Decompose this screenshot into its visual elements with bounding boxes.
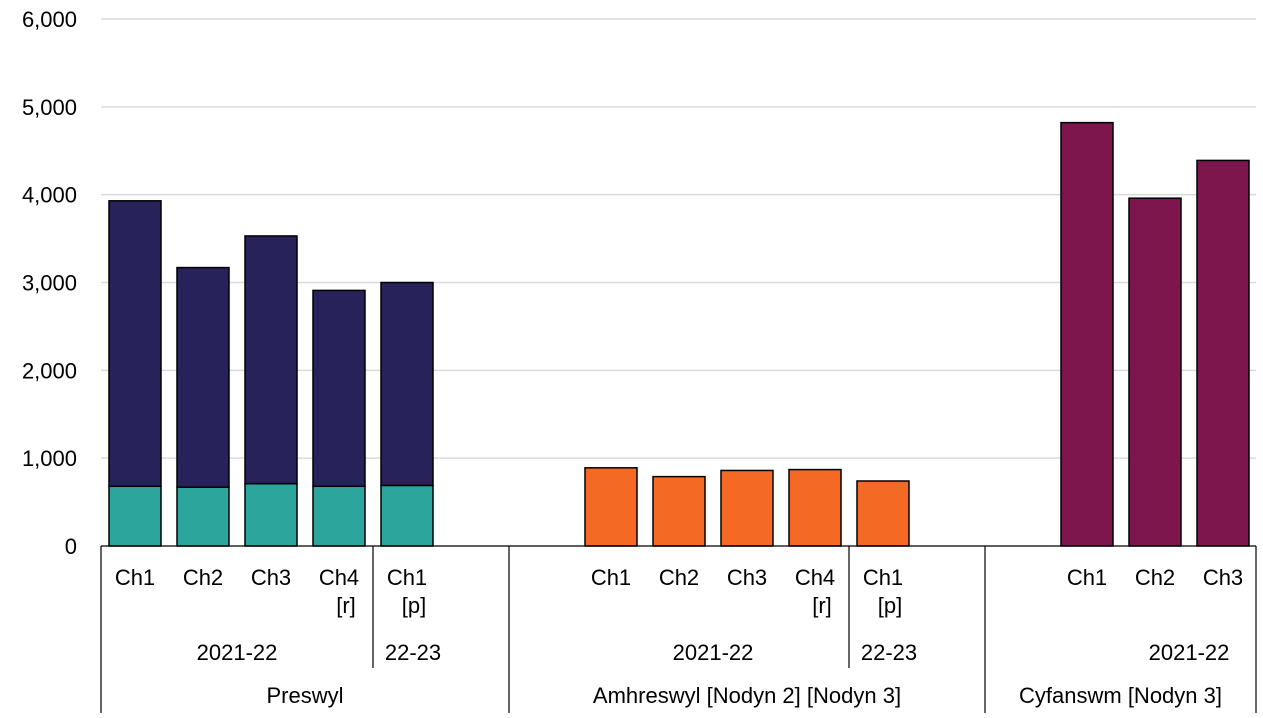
x-period-label: 22-23 — [385, 640, 441, 665]
x-category-label: [r] — [812, 593, 832, 618]
bar — [380, 484, 434, 547]
x-group-label: Amhreswyl [Nodyn 2] [Nodyn 3] — [593, 683, 901, 708]
x-category-label: Ch4 — [319, 565, 359, 590]
bar — [312, 289, 366, 488]
bars — [108, 121, 1250, 547]
bar — [108, 200, 162, 488]
x-axis-labels: Ch1 Ch2 Ch3 Ch4 [r] 2021-22 Ch1 [p] 22-23 Ch1 Ch2 C… — [115, 565, 1243, 708]
bar — [380, 281, 434, 487]
x-category-label: [p] — [402, 593, 426, 618]
x-category-label: Ch1 — [863, 565, 903, 590]
x-category-label: Ch1 — [1067, 565, 1107, 590]
y-tick-label: 0 — [65, 534, 77, 559]
x-category-label: Ch3 — [1203, 565, 1243, 590]
bar — [108, 485, 162, 547]
bar — [720, 469, 774, 547]
x-category-label: Ch1 — [115, 565, 155, 590]
x-category-label: Ch3 — [251, 565, 291, 590]
x-group-label: Preswyl — [266, 683, 343, 708]
x-category-label: [r] — [336, 593, 356, 618]
bar — [176, 486, 230, 547]
x-category-label: Ch2 — [1135, 565, 1175, 590]
bar — [312, 485, 366, 547]
y-tick-label: 1,000 — [22, 446, 77, 471]
bar — [856, 480, 910, 547]
x-group-label: Cyfanswm [Nodyn 3] — [1019, 683, 1222, 708]
x-category-label: Ch2 — [659, 565, 699, 590]
bar — [1128, 197, 1182, 547]
bar — [244, 482, 298, 547]
y-tick-label: 3,000 — [22, 271, 77, 296]
x-period-label: 2021-22 — [673, 640, 754, 665]
y-tick-label: 2,000 — [22, 358, 77, 383]
bar — [1196, 159, 1250, 547]
x-category-label: Ch1 — [387, 565, 427, 590]
bar — [584, 467, 638, 547]
bar — [652, 475, 706, 547]
y-tick-label: 6,000 — [22, 7, 77, 32]
x-period-label: 22-23 — [861, 640, 917, 665]
x-period-label: 2021-22 — [197, 640, 278, 665]
x-period-label: 2021-22 — [1149, 640, 1230, 665]
bar — [1060, 121, 1114, 547]
x-category-label: [p] — [878, 593, 902, 618]
y-axis-tick-labels: 0 1,000 2,000 3,000 4,000 5,000 6,000 — [22, 7, 77, 559]
bar — [788, 468, 842, 547]
x-category-label: Ch3 — [727, 565, 767, 590]
x-category-label: Ch4 — [795, 565, 835, 590]
y-tick-label: 5,000 — [22, 95, 77, 120]
x-axis — [100, 545, 1257, 713]
bar — [176, 266, 230, 488]
x-category-label: Ch2 — [183, 565, 223, 590]
x-category-label: Ch1 — [591, 565, 631, 590]
y-tick-label: 4,000 — [22, 183, 77, 208]
bar — [244, 235, 298, 485]
